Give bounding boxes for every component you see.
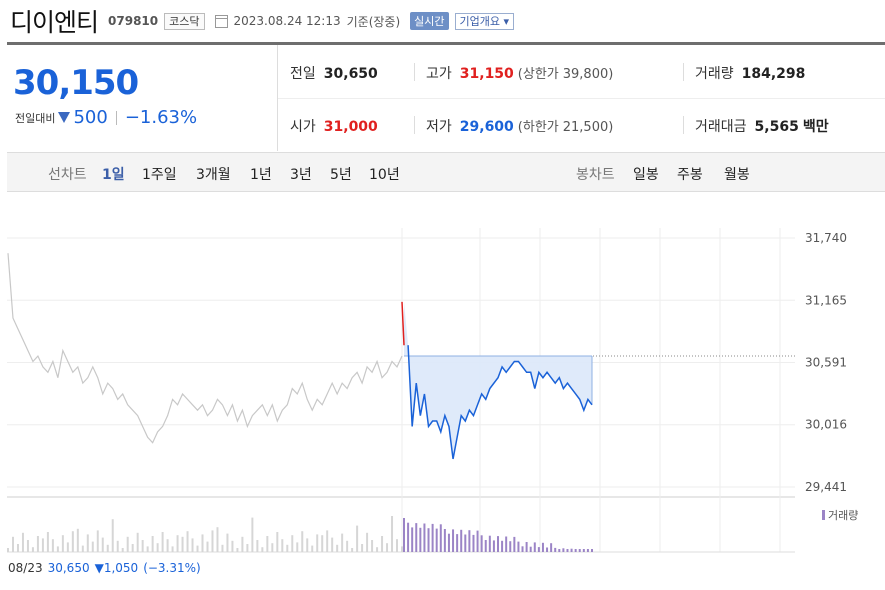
current-price: 30,150: [13, 63, 139, 103]
quote-datetime: 2023.08.24 12:13: [233, 14, 341, 28]
price-stats: 전일 30,650 고가 31,150 (상한가 39,800) 거래량 184,298 …: [278, 45, 885, 151]
company-overview-dropdown[interactable]: 기업개요 ▾: [454, 12, 515, 30]
tab-monthly-candle[interactable]: 월봉: [724, 167, 750, 183]
market-badge: 코스닥: [164, 12, 205, 30]
tab-1y[interactable]: 1년: [250, 167, 272, 183]
change-amount: 500: [73, 107, 108, 128]
volume: 거래량 184,298: [695, 66, 806, 82]
tab-weekly-candle[interactable]: 주봉: [677, 167, 703, 183]
prev-day-summary: 08/23 30,650 ▼1,050 (−3.31%): [8, 561, 201, 575]
prev-price: 30,650: [47, 561, 90, 575]
y-tick-label: 31,740: [805, 231, 847, 245]
tab-5y[interactable]: 5년: [330, 167, 352, 183]
tab-1w[interactable]: 1주일: [142, 167, 177, 183]
open-price: 시가 31,000: [290, 119, 378, 135]
quote-basis: 기준(장중): [346, 14, 401, 29]
y-tick-label: 30,591: [805, 355, 847, 369]
price-change: 전일대비 500 −1.63%: [15, 107, 197, 128]
today-area: [404, 301, 592, 459]
stock-header: 디이엔티 079810 코스닥 2023.08.24 12:13 기준(장중) …: [10, 6, 515, 37]
y-tick-label: 30,016: [805, 418, 847, 432]
y-tick-label: 31,165: [805, 293, 847, 307]
trading-value: 거래대금 5,565 백만: [695, 119, 829, 135]
change-percent: −1.63%: [124, 107, 198, 128]
divider: [115, 110, 117, 125]
chevron-down-icon: ▾: [503, 14, 510, 28]
legend-swatch: [822, 510, 825, 520]
prev-date: 08/23: [8, 561, 43, 575]
tab-3y[interactable]: 3년: [290, 167, 312, 183]
realtime-button[interactable]: 실시간: [410, 12, 449, 30]
day-high: 고가 31,150 (상한가 39,800): [426, 66, 614, 82]
company-name: 디이엔티: [10, 8, 99, 37]
candle-chart-label: 봉차트: [576, 167, 615, 183]
y-tick-label: 29,441: [805, 480, 847, 494]
intraday-price-chart: 31,74031,16530,59130,01629,44108/2410:00…: [7, 228, 847, 553]
tab-3m[interactable]: 3개월: [196, 167, 231, 183]
tab-daily-candle[interactable]: 일봉: [633, 167, 659, 183]
price-box: 30,150 전일대비 500 −1.63%: [7, 45, 278, 151]
volume-legend: 거래량: [822, 507, 858, 523]
calendar-icon: [214, 14, 228, 28]
stats-row: 시가 31,000 저가 29,600 (하한가 21,500) 거래대금 5,565 백만: [278, 98, 885, 151]
stock-code: 079810: [108, 14, 159, 28]
stats-row: 전일 30,650 고가 31,150 (상한가 39,800) 거래량 184,298: [278, 45, 885, 99]
tab-1d[interactable]: 1일: [102, 167, 125, 183]
down-triangle-icon: [58, 112, 71, 123]
tab-10y[interactable]: 10년: [369, 167, 400, 183]
day-low: 저가 29,600 (하한가 21,500): [426, 119, 614, 135]
prev-day-line: [7, 253, 403, 444]
prev-change-pct: (−3.31%): [143, 561, 201, 575]
line-chart-label: 선차트: [48, 167, 87, 183]
prev-change: ▼1,050: [94, 561, 139, 575]
open-spike-line: [401, 301, 405, 346]
header-divider: [7, 42, 885, 45]
prev-close: 전일 30,650: [290, 66, 378, 82]
change-label: 전일대비: [15, 111, 56, 125]
chart-tabs: 선차트 1일 1주일 3개월 1년 3년 5년 10년 봉차트 일봉 주봉 월봉: [7, 152, 885, 192]
today-line: [407, 345, 593, 460]
